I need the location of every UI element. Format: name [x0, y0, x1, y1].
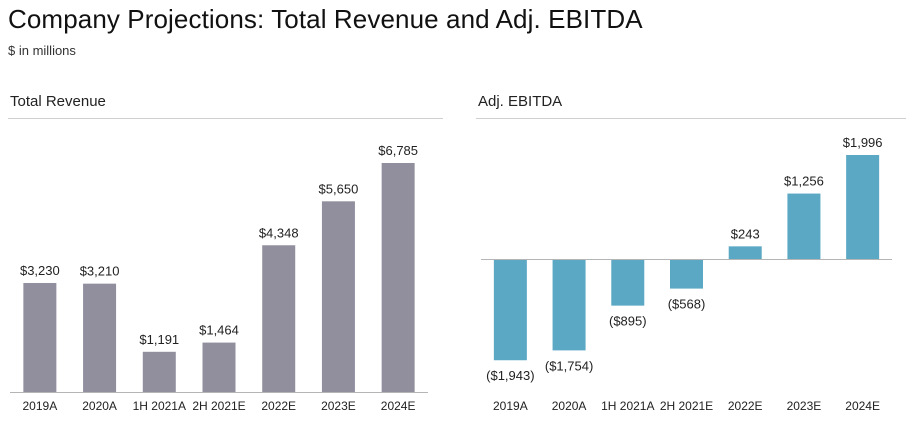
revenue-chart: $3,230 2019A $3,210 2020A $1,191 1H 2021A $1,4…	[10, 143, 428, 413]
revenue-data-label: $6,785	[378, 143, 418, 158]
ebitda-bar	[670, 259, 703, 289]
revenue-data-label: $3,210	[80, 264, 120, 279]
ebitda-data-label: ($1,754)	[545, 358, 593, 373]
revenue-data-label: $1,464	[199, 323, 239, 338]
ebitda-chart-title: Adj. EBITDA	[478, 93, 563, 110]
ebitda-title-divider	[476, 118, 906, 119]
ebitda-data-label: $1,256	[784, 174, 824, 189]
revenue-bar	[142, 351, 176, 392]
revenue-x-tick-label: 1H 2021A	[133, 399, 186, 413]
ebitda-data-label: $1,996	[843, 135, 883, 150]
revenue-bar	[321, 201, 355, 392]
revenue-bar	[262, 245, 296, 392]
ebitda-bar	[552, 259, 586, 351]
revenue-bar	[83, 283, 117, 392]
ebitda-data-label: ($568)	[668, 297, 706, 312]
revenue-x-tick-label: 2020A	[82, 399, 117, 413]
revenue-x-tick-label: 2022E	[261, 399, 296, 413]
ebitda-data-label: ($895)	[609, 314, 647, 329]
revenue-bar	[202, 342, 236, 392]
revenue-bar	[381, 163, 415, 392]
revenue-x-tick-label: 2H 2021E	[192, 399, 245, 413]
ebitda-x-tick-label: 2H 2021E	[660, 399, 713, 413]
revenue-title-divider	[8, 118, 443, 119]
ebitda-x-tick-label: 2020A	[552, 399, 587, 413]
revenue-x-tick-label: 2019A	[23, 399, 58, 413]
ebitda-bar	[728, 246, 762, 259]
ebitda-bar	[493, 259, 527, 361]
ebitda-data-label: ($1,943)	[486, 368, 534, 383]
revenue-data-label: $1,191	[139, 332, 179, 347]
revenue-x-tick-label: 2023E	[321, 399, 356, 413]
ebitda-x-tick-label: 2022E	[728, 399, 763, 413]
page-title: Company Projections: Total Revenue and A…	[8, 4, 643, 34]
ebitda-bar	[787, 193, 821, 259]
ebitda-x-tick-label: 2019A	[493, 399, 528, 413]
revenue-data-label: $4,348	[259, 225, 299, 240]
revenue-x-tick-label: 2024E	[381, 399, 416, 413]
ebitda-x-tick-label: 2023E	[787, 399, 822, 413]
revenue-data-label: $5,650	[319, 181, 359, 196]
ebitda-bar	[846, 155, 880, 259]
revenue-data-label: $3,230	[20, 263, 60, 278]
revenue-chart-title: Total Revenue	[10, 93, 106, 110]
ebitda-bar	[611, 259, 645, 306]
ebitda-x-tick-label: 2024E	[845, 399, 880, 413]
revenue-bar	[23, 282, 57, 392]
page-subtitle: $ in millions	[8, 43, 76, 58]
ebitda-x-tick-label: 1H 2021A	[601, 399, 654, 413]
ebitda-chart: ($1,943) 2019A ($1,754) 2020A ($895) 1H 2021A…	[481, 135, 892, 413]
ebitda-data-label: $243	[731, 226, 760, 241]
